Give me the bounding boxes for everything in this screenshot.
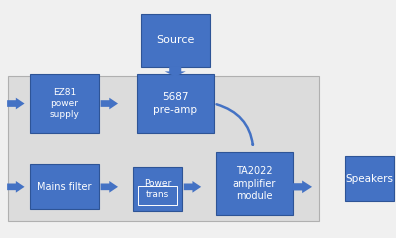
FancyBboxPatch shape (141, 14, 210, 67)
FancyBboxPatch shape (30, 74, 99, 133)
Polygon shape (7, 181, 25, 193)
Text: TA2022
amplifier
module: TA2022 amplifier module (233, 166, 276, 201)
FancyBboxPatch shape (133, 167, 182, 211)
Polygon shape (7, 98, 25, 109)
Polygon shape (292, 180, 312, 193)
FancyBboxPatch shape (137, 74, 214, 133)
Polygon shape (165, 66, 186, 77)
FancyBboxPatch shape (30, 164, 99, 209)
Text: 5687
pre-amp: 5687 pre-amp (153, 92, 197, 115)
Text: Mains filter: Mains filter (37, 182, 91, 192)
FancyBboxPatch shape (345, 156, 394, 201)
Polygon shape (101, 98, 118, 109)
Text: EZ81
power
supply: EZ81 power supply (50, 88, 79, 119)
Text: Power
trans: Power trans (144, 178, 171, 199)
Text: Speakers: Speakers (345, 174, 393, 183)
FancyBboxPatch shape (8, 76, 319, 221)
FancyArrowPatch shape (217, 104, 253, 145)
FancyBboxPatch shape (216, 152, 293, 215)
Polygon shape (184, 181, 201, 193)
Text: Source: Source (156, 35, 194, 45)
Polygon shape (101, 181, 118, 193)
